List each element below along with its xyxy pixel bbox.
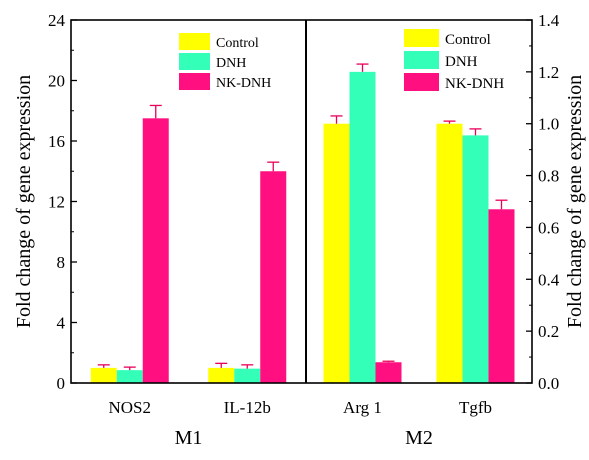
bar-0-0-0 bbox=[90, 367, 117, 383]
left-ytick-label-2: 8 bbox=[57, 253, 66, 272]
left-y-axis-title: Fold change of gene expression bbox=[13, 75, 35, 328]
legend-swatch-0-1 bbox=[179, 53, 210, 70]
legend-swatch-0-0 bbox=[179, 33, 210, 50]
right-ytick-label-5: 1.0 bbox=[538, 115, 559, 134]
legend-swatch-1-1 bbox=[404, 51, 439, 69]
category-label-0-0: NOS2 bbox=[108, 398, 151, 417]
bar-0-1-1 bbox=[234, 368, 261, 383]
category-label-1-1: Tgfb bbox=[459, 398, 492, 417]
right-ytick-label-0: 0.0 bbox=[538, 374, 559, 393]
legend-swatch-0-2 bbox=[179, 73, 210, 90]
legend-swatch-1-0 bbox=[404, 29, 439, 47]
bar-0-1-2 bbox=[260, 171, 287, 383]
legend-swatch-1-2 bbox=[404, 73, 439, 91]
right-ytick-label-4: 0.8 bbox=[538, 167, 559, 186]
bar-1-1-0 bbox=[436, 123, 463, 383]
legend-label-1-0: Control bbox=[445, 32, 491, 48]
legend-label-0-0: Control bbox=[216, 36, 259, 51]
right-ytick-label-6: 1.2 bbox=[538, 63, 559, 82]
left-ytick-label-1: 4 bbox=[57, 314, 66, 333]
category-label-0-1: IL-12b bbox=[224, 398, 271, 417]
bar-1-0-1 bbox=[349, 71, 376, 383]
left-ytick-label-3: 12 bbox=[48, 193, 65, 212]
bar-1-0-0 bbox=[323, 123, 350, 383]
panel-label-m2: M2 bbox=[405, 427, 433, 449]
legend-label-1-1: DNH bbox=[445, 54, 478, 70]
bar-1-0-2 bbox=[375, 362, 402, 383]
bar-1-1-2 bbox=[488, 209, 515, 383]
right-ytick-label-1: 0.2 bbox=[538, 322, 559, 341]
panel-label-m1: M1 bbox=[175, 427, 203, 449]
left-ytick-label-0: 0 bbox=[57, 374, 66, 393]
bar-1-1-1 bbox=[462, 135, 489, 383]
left-ytick-label-5: 20 bbox=[48, 72, 65, 91]
right-y-axis-title: Fold change of gene expression bbox=[564, 75, 586, 328]
legend-label-0-2: NK-DNH bbox=[216, 76, 271, 91]
right-ytick-label-7: 1.4 bbox=[538, 11, 560, 30]
bar-0-1-0 bbox=[208, 367, 235, 383]
right-ytick-label-3: 0.6 bbox=[538, 218, 559, 237]
legend-label-1-2: NK-DNH bbox=[445, 76, 504, 92]
legend-label-0-1: DNH bbox=[216, 56, 246, 71]
left-ytick-label-4: 16 bbox=[48, 132, 65, 151]
left-ytick-label-6: 24 bbox=[48, 11, 66, 30]
right-ytick-label-2: 0.4 bbox=[538, 270, 560, 289]
category-label-1-0: Arg 1 bbox=[343, 398, 382, 417]
bar-0-0-2 bbox=[142, 118, 169, 383]
bar-0-0-1 bbox=[116, 370, 143, 383]
